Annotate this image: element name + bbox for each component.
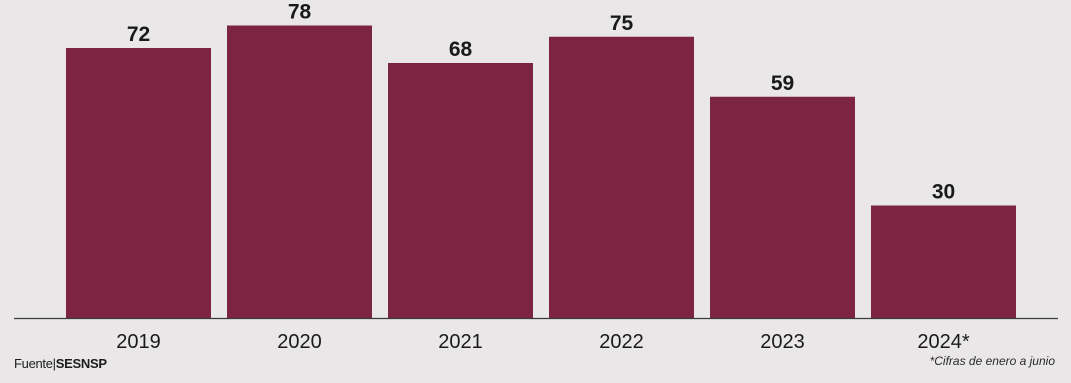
bar-2022 — [549, 36, 694, 318]
value-label-2023: 59 — [771, 72, 794, 95]
value-label-2021: 68 — [449, 38, 473, 61]
value-labels-layer: 72 78 68 75 59 30 — [127, 1, 955, 204]
bar-2024 — [871, 205, 1016, 318]
bars-layer — [66, 25, 1016, 318]
value-label-2020: 78 — [288, 1, 312, 24]
x-tick-2023: 2023 — [760, 331, 805, 353]
x-tick-2022: 2022 — [599, 331, 644, 353]
source-name: SESNSP — [55, 356, 107, 371]
x-tick-2020: 2020 — [277, 331, 322, 353]
x-tick-2021: 2021 — [438, 331, 483, 353]
bar-2023 — [710, 96, 855, 318]
footnote: *Cifras de enero a junio — [929, 354, 1055, 368]
bar-2020 — [227, 25, 372, 318]
bar-2019 — [66, 48, 211, 318]
value-label-2019: 72 — [127, 23, 150, 46]
x-tick-labels: 2019 2020 2021 2022 2023 2024* — [116, 331, 970, 353]
x-tick-2019: 2019 — [116, 331, 161, 353]
value-label-2022: 75 — [610, 12, 634, 35]
x-tick-2024: 2024* — [917, 331, 969, 353]
bar-2021 — [388, 63, 533, 318]
source-label: Fuente| — [14, 356, 56, 371]
value-label-2024: 30 — [932, 181, 955, 204]
source-credit: Fuente|SESNSP — [14, 356, 107, 371]
